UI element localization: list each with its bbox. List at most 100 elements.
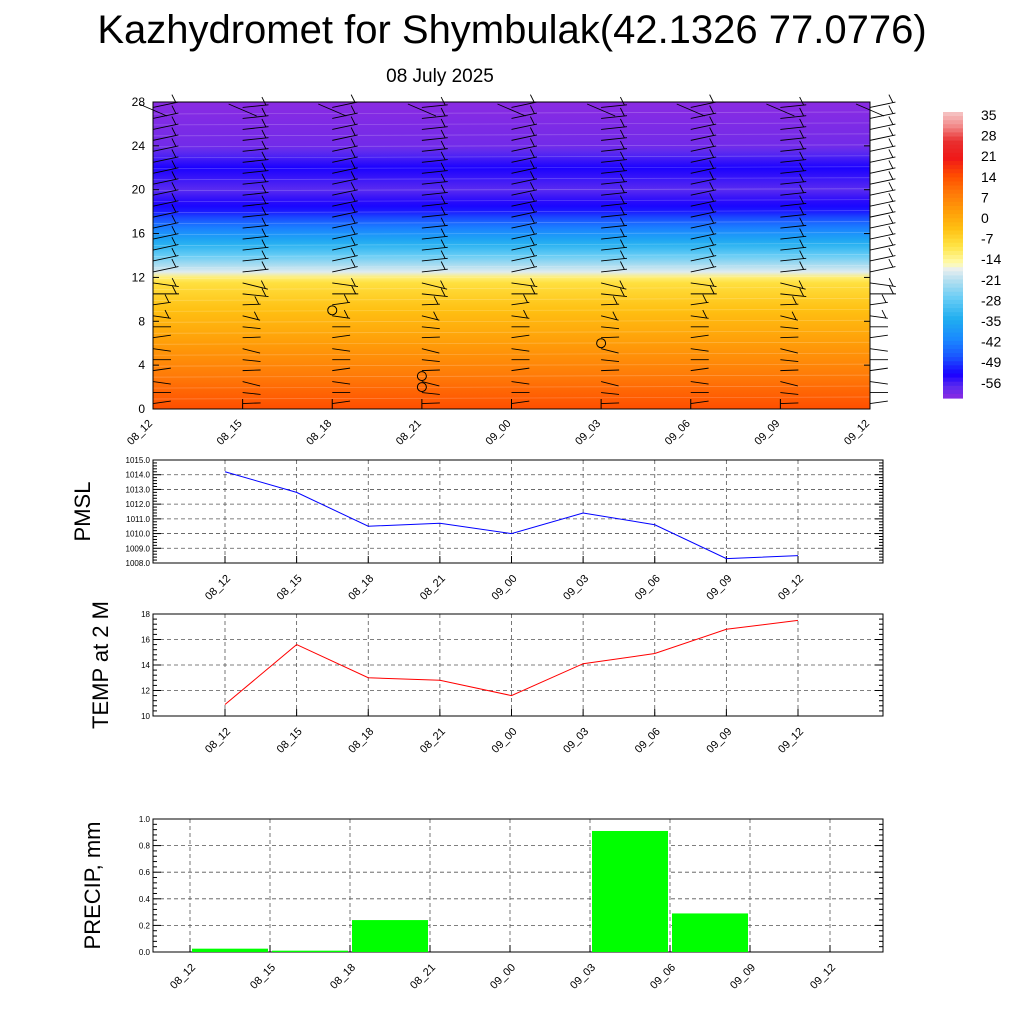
wind-barb-feather (799, 151, 805, 161)
wind-barb (152, 189, 179, 196)
colorbar-segment (943, 242, 963, 248)
colorbar-segment (943, 344, 963, 350)
wind-barb-feather (350, 127, 356, 136)
wind-barb-feather (529, 94, 535, 103)
wind-barb-feather (799, 228, 805, 237)
contour-line (152, 133, 871, 137)
wind-barb-top (766, 103, 795, 117)
wind-barb (152, 315, 171, 319)
wind-barb (421, 104, 448, 108)
colorbar-segment (943, 140, 963, 146)
wind-barb (511, 145, 538, 152)
colorbar-segment (943, 299, 963, 305)
wind-barb-feather (350, 94, 356, 103)
wind-barb (511, 266, 538, 273)
wind-barb (869, 145, 896, 152)
colorbar-segment (943, 263, 963, 268)
colorbar-label: -35 (981, 313, 1001, 329)
colorbar-label: -28 (981, 292, 1001, 308)
colorbar-segment (943, 116, 963, 121)
colorbar-label: -42 (981, 334, 1001, 350)
wind-barb-feather (888, 149, 894, 158)
wind-barb (780, 104, 807, 108)
colorbar-label: -14 (981, 251, 1001, 267)
wind-barb (332, 315, 351, 319)
wind-barb-feather (440, 250, 446, 259)
precip-x-tick-label: 09_06 (648, 962, 678, 992)
wind-barb-feather (619, 184, 625, 193)
wind-barb-feather (888, 94, 894, 103)
wind-barb (421, 126, 448, 130)
contour-line (152, 276, 871, 279)
wind-barb-feather (881, 294, 887, 303)
wind-barb-feather (709, 204, 715, 213)
wind-barb-feather (888, 215, 894, 224)
precip-x-tick-label: 09_12 (808, 962, 838, 992)
wind-barb-feather (440, 173, 446, 182)
wind-barb (421, 257, 448, 262)
wind-barb-feather (702, 309, 708, 319)
wind-barb (511, 211, 538, 218)
temp2m-y-axis-label: TEMP at 2 M (88, 601, 113, 729)
wind-barb-feather (888, 193, 894, 202)
wind-barb (690, 381, 709, 385)
wind-barb-feather (171, 247, 177, 257)
wind-barb-feather (171, 149, 177, 158)
colorbar-segment (943, 377, 963, 383)
colorbar-segment (943, 165, 963, 170)
wind-barb (690, 178, 717, 185)
temp2m-y-tick-label: 12 (141, 687, 150, 696)
wind-barb (601, 137, 628, 141)
wind-barb (242, 369, 261, 372)
colorbar-segment (943, 148, 963, 154)
wind-barb-feather (440, 118, 446, 128)
wind-barb-feather (529, 105, 535, 114)
wind-barb (780, 315, 798, 321)
wind-barb-feather (440, 228, 446, 237)
colorbar-segment (943, 185, 963, 191)
colorbar-label: 35 (981, 107, 997, 123)
wind-barb (601, 359, 620, 362)
precip-bar (272, 950, 348, 952)
pmsl-panel: 1008.0 1009.0 1010.0 1011.0 1012.0 1013.0 1014… (70, 456, 884, 603)
wind-barb (332, 145, 358, 152)
wind-barb (421, 359, 440, 362)
calm-wind-marker (596, 338, 607, 349)
wind-barb (780, 224, 807, 229)
wind-barb (690, 101, 717, 108)
wind-barb (242, 224, 269, 229)
wind-barb-feather (709, 215, 715, 224)
colorbar-label: 28 (981, 128, 997, 144)
wind-barb (152, 134, 179, 141)
wind-barb (332, 348, 351, 352)
wind-barb-feather (529, 149, 535, 158)
wind-barb-feather (350, 149, 356, 158)
wind-barb-feather (619, 288, 625, 297)
pmsl-y-axis-label: PMSL (70, 482, 95, 542)
wind-barb (690, 233, 717, 240)
colorbar-segment (943, 132, 963, 138)
wind-barb (152, 381, 171, 385)
wind-barb (601, 148, 628, 152)
wind-barb-feather (529, 138, 535, 147)
wind-barb (152, 233, 179, 240)
pmsl-x-tick-label: 08_12 (203, 573, 233, 603)
temp2m-x-tick-label: 09_09 (704, 726, 734, 756)
wind-barb-feather (350, 182, 356, 191)
wind-barb (869, 233, 896, 240)
pmsl-x-tick-label: 08_21 (418, 573, 448, 603)
wind-barb-feather (350, 171, 356, 180)
wind-barb-feather (888, 236, 894, 246)
colorbar-segment (943, 369, 963, 375)
wind-barb (780, 282, 806, 290)
wind-barb-feather (702, 294, 708, 303)
wind-barb-feather (164, 309, 170, 319)
colorbar-segment (943, 357, 963, 362)
wind-barb (690, 266, 717, 273)
wind-barb (511, 400, 530, 404)
precip-x-tick-label: 08_21 (408, 962, 438, 992)
wind-barb (869, 348, 888, 352)
wind-barb-feather (888, 105, 894, 114)
colorbar-segment (943, 320, 963, 326)
pmsl-y-tick-label: 1015.0 (126, 456, 151, 465)
